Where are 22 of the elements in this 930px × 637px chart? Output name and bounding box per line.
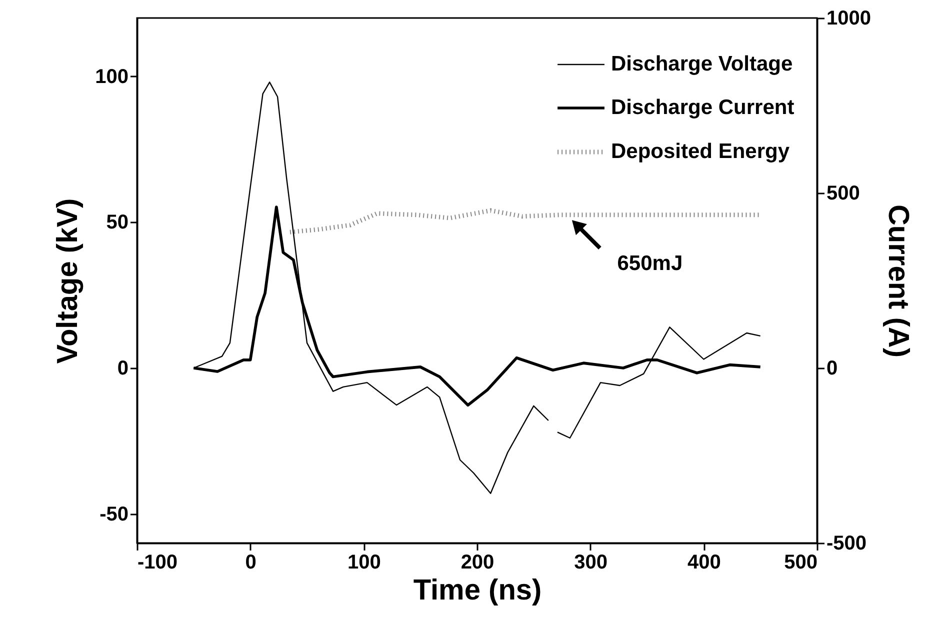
y-tick-label: 100 (95, 66, 128, 88)
y2-axis-title: Current (A) (882, 204, 914, 358)
x-tick-label: 200 (460, 552, 494, 574)
x-tick-label: 300 (574, 552, 608, 574)
legend-label: Discharge Voltage (611, 52, 793, 76)
x-axis-title: Time (ns) (413, 574, 542, 606)
y2-tick-label: -500 (826, 532, 867, 554)
y2-tick-label: 0 (826, 358, 838, 380)
y2-tick-label: 500 (826, 182, 860, 204)
y-tick-label: -50 (100, 503, 128, 526)
x-tick-label: 500 (784, 552, 818, 574)
x-tick-label: -100 (138, 552, 178, 574)
y-tick-label: 50 (106, 212, 128, 234)
y2-tick-label: 1000 (826, 8, 871, 30)
legend-label: Deposited Energy (611, 140, 790, 163)
legend-label: Discharge Current (611, 96, 794, 119)
y-axis-title: Voltage (kV) (52, 198, 84, 364)
y-tick-label: 0 (117, 358, 128, 380)
x-tick-label: 400 (687, 552, 721, 574)
x-tick-label: 100 (347, 552, 381, 574)
annotation: 650mJ (617, 252, 683, 276)
x-tick-label: 0 (245, 552, 256, 574)
